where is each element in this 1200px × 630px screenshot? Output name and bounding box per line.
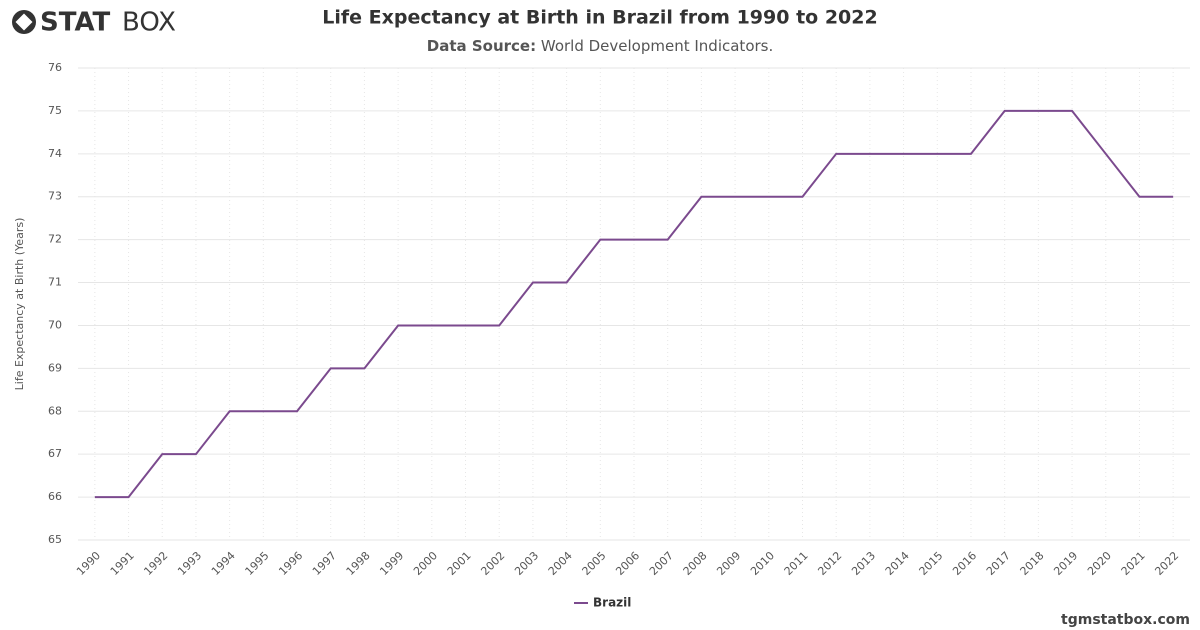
y-tick-label: 69 (48, 361, 62, 374)
chart-title: Life Expectancy at Birth in Brazil from … (322, 7, 877, 29)
logo-bold: STAT (40, 8, 111, 38)
chart-subtitle: Data Source: World Development Indicator… (427, 37, 774, 55)
y-tick-label: 76 (48, 61, 62, 74)
x-tick-label: 1998 (344, 549, 373, 578)
x-tick-label: 2002 (478, 549, 507, 578)
x-tick-label: 2006 (613, 549, 642, 578)
x-tick-label: 1996 (276, 549, 305, 578)
x-tick-label: 2018 (1018, 549, 1047, 578)
x-tick-label: 2014 (883, 549, 912, 578)
data-line (94, 109, 1174, 499)
footer: tgmstatbox.com (1061, 612, 1190, 628)
x-tick-label: 1991 (108, 549, 137, 578)
y-tick-label: 75 (48, 104, 62, 117)
subtitle-text: World Development Indicators. (541, 37, 773, 55)
x-tick-label: 1990 (74, 549, 103, 578)
y-tick-label: 74 (48, 147, 62, 160)
x-tick-label: 2013 (849, 549, 878, 578)
x-tick-label: 2007 (647, 549, 676, 578)
x-tick-label: 2010 (748, 549, 777, 578)
x-tick-label: 2017 (984, 549, 1013, 578)
y-tick-label: 67 (48, 447, 62, 460)
y-axis-label: Life Expectancy at Birth (Years) (13, 218, 26, 391)
x-tick-label: 2000 (411, 549, 440, 578)
y-tick-label: 70 (48, 318, 62, 331)
x-tick-label: 2003 (512, 549, 541, 578)
x-tick-label: 1992 (141, 549, 170, 578)
x-tick-label: 2008 (681, 549, 710, 578)
x-tick-label: 2019 (1051, 549, 1080, 578)
x-tick-label: 1995 (243, 549, 272, 578)
x-tick-label: 2021 (1119, 549, 1148, 578)
y-tick-label: 68 (48, 404, 62, 417)
x-tick-label: 1997 (310, 549, 339, 578)
x-tick-label: 2005 (580, 549, 609, 578)
x-tick-label: 2012 (815, 549, 844, 578)
x-tick-label: 2001 (445, 549, 474, 578)
y-tick-label: 71 (48, 276, 62, 289)
x-tick-label: 2004 (546, 549, 575, 578)
x-tick-label: 1993 (175, 549, 204, 578)
x-tick-label: 1999 (377, 549, 406, 578)
y-tick-label: 66 (48, 490, 62, 503)
x-tick-label: 1994 (209, 549, 238, 578)
x-tick-label: 2015 (917, 549, 946, 578)
y-tick-label: 73 (48, 190, 62, 203)
y-tick-label: 72 (48, 233, 62, 246)
subtitle-label: Data Source: (427, 37, 536, 55)
x-tick-label: 2009 (714, 549, 743, 578)
x-tick-label: 2011 (782, 549, 811, 578)
y-tick-label: 65 (48, 533, 62, 546)
x-tick-label: 2020 (1085, 549, 1114, 578)
x-tick-label: 2016 (950, 549, 979, 578)
logo-light: BOX (122, 8, 176, 38)
x-tick-label: 2022 (1152, 549, 1181, 578)
legend-label: Brazil (593, 596, 631, 610)
logo: STAT BOX (12, 8, 176, 38)
